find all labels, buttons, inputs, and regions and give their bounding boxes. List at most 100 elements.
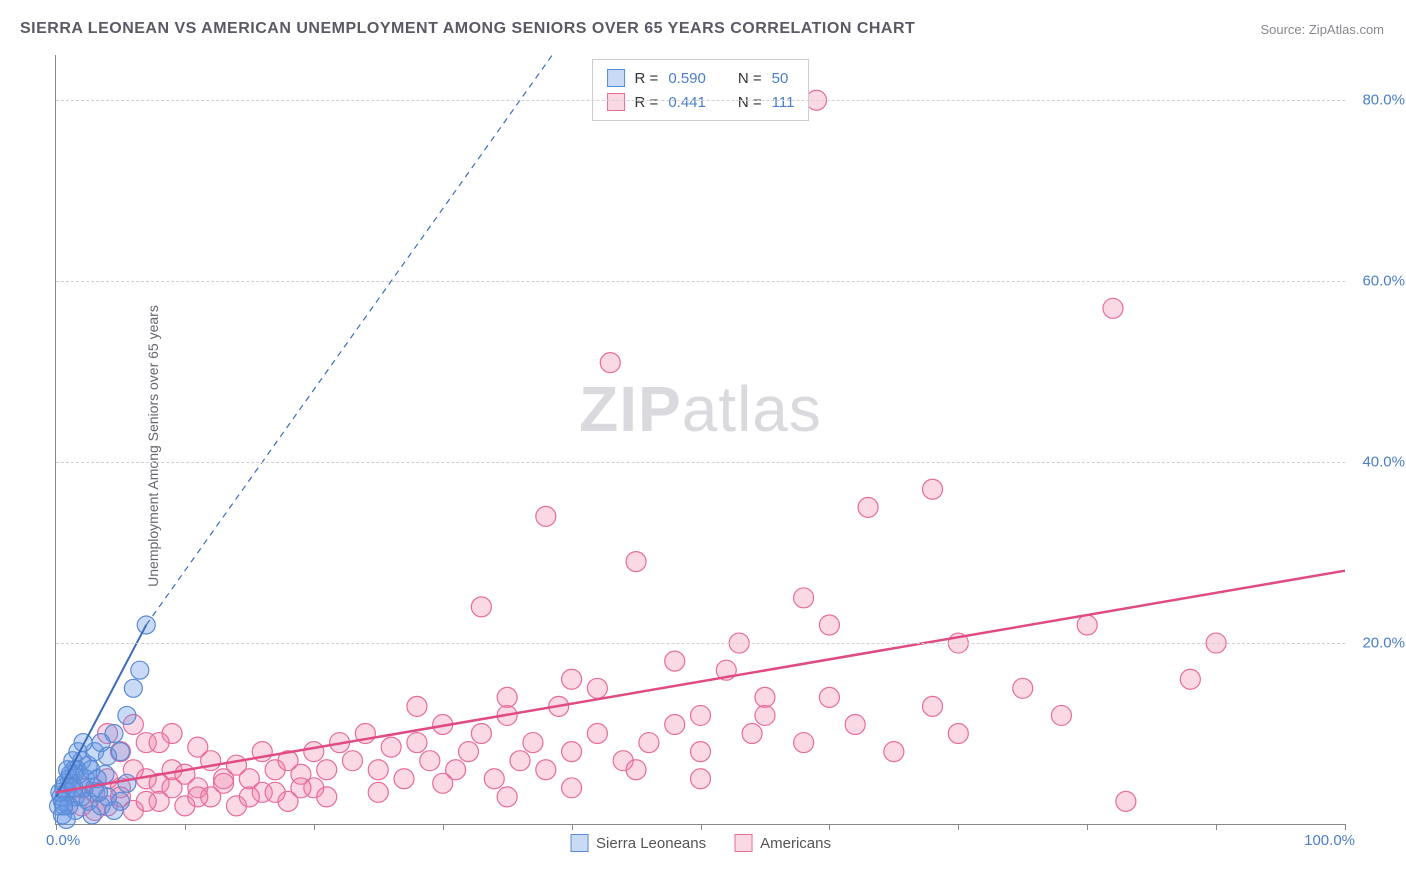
data-point <box>510 751 530 771</box>
data-point <box>96 765 114 783</box>
x-axis-origin: 0.0% <box>46 832 80 849</box>
gridline <box>56 281 1345 282</box>
scatter-svg <box>56 55 1345 824</box>
legend-n-prefix: N = <box>738 70 762 87</box>
data-point <box>497 787 517 807</box>
legend-r-prefix: R = <box>635 70 659 87</box>
data-point <box>626 552 646 572</box>
gridline <box>56 462 1345 463</box>
data-point <box>626 760 646 780</box>
data-point <box>923 479 943 499</box>
data-point <box>484 769 504 789</box>
series-name-american: Americans <box>760 835 831 852</box>
data-point <box>118 774 136 792</box>
legend-n-value-american: 111 <box>772 94 795 111</box>
legend-swatch-sierra <box>607 69 625 87</box>
y-tick-label: 40.0% <box>1362 454 1405 471</box>
x-tick <box>958 824 959 830</box>
data-point <box>742 724 762 744</box>
data-point <box>118 706 136 724</box>
data-point <box>587 724 607 744</box>
data-point <box>562 669 582 689</box>
data-point <box>407 733 427 753</box>
x-tick <box>1087 824 1088 830</box>
legend-n-prefix: N = <box>738 94 762 111</box>
data-point <box>691 705 711 725</box>
y-tick-label: 20.0% <box>1362 635 1405 652</box>
data-point <box>691 769 711 789</box>
data-point <box>162 778 182 798</box>
data-point <box>536 760 556 780</box>
data-point <box>214 773 234 793</box>
data-point <box>923 696 943 716</box>
x-tick <box>829 824 830 830</box>
legend-row-american: R = 0.441 N = 111 <box>607 90 795 114</box>
trend-line-sierra-dash <box>146 55 552 625</box>
data-point <box>407 696 427 716</box>
data-point <box>420 751 440 771</box>
data-point <box>124 679 142 697</box>
data-point <box>381 737 401 757</box>
data-point <box>111 792 129 810</box>
data-point <box>458 742 478 762</box>
data-point <box>239 787 259 807</box>
data-point <box>948 724 968 744</box>
data-point <box>755 687 775 707</box>
data-point <box>1077 615 1097 635</box>
data-point <box>884 742 904 762</box>
data-point <box>845 714 865 734</box>
data-point <box>304 742 324 762</box>
data-point <box>587 678 607 698</box>
legend-r-value-american: 0.441 <box>668 94 706 111</box>
data-point <box>1051 705 1071 725</box>
data-point <box>1103 298 1123 318</box>
series-legend-american: Americans <box>734 834 831 852</box>
series-name-sierra: Sierra Leoneans <box>596 835 706 852</box>
chart-title: SIERRA LEONEAN VS AMERICAN UNEMPLOYMENT … <box>20 20 915 38</box>
data-point <box>1013 678 1033 698</box>
data-point <box>394 769 414 789</box>
data-point <box>188 737 208 757</box>
series-swatch-american <box>734 834 752 852</box>
data-point <box>755 705 775 725</box>
data-point <box>523 733 543 753</box>
data-point <box>317 760 337 780</box>
data-point <box>368 782 388 802</box>
x-tick <box>56 824 57 830</box>
legend-r-prefix: R = <box>635 94 659 111</box>
data-point <box>74 734 92 752</box>
data-point <box>265 782 285 802</box>
gridline <box>56 643 1345 644</box>
legend-r-value-sierra: 0.590 <box>668 70 706 87</box>
data-point <box>691 742 711 762</box>
data-point <box>111 743 129 761</box>
x-tick <box>572 824 573 830</box>
series-legend-sierra: Sierra Leoneans <box>570 834 706 852</box>
data-point <box>433 773 453 793</box>
data-point <box>471 597 491 617</box>
data-point <box>471 724 491 744</box>
x-tick <box>314 824 315 830</box>
data-point <box>562 778 582 798</box>
series-swatch-sierra <box>570 834 588 852</box>
data-point <box>665 651 685 671</box>
data-point <box>794 588 814 608</box>
legend-swatch-american <box>607 93 625 111</box>
data-point <box>819 687 839 707</box>
source-label: Source: ZipAtlas.com <box>1260 22 1384 37</box>
data-point <box>536 506 556 526</box>
data-point <box>55 797 73 815</box>
x-tick <box>1345 824 1346 830</box>
x-axis-max: 100.0% <box>1304 832 1355 849</box>
data-point <box>497 687 517 707</box>
y-tick-label: 60.0% <box>1362 273 1405 290</box>
correlation-legend: R = 0.590 N = 50 R = 0.441 N = 111 <box>592 59 810 121</box>
data-point <box>639 733 659 753</box>
data-point <box>342 751 362 771</box>
series-legend: Sierra Leoneans Americans <box>570 834 831 852</box>
legend-row-sierra: R = 0.590 N = 50 <box>607 66 795 90</box>
data-point <box>188 787 208 807</box>
data-point <box>131 661 149 679</box>
data-point <box>665 714 685 734</box>
x-tick <box>443 824 444 830</box>
